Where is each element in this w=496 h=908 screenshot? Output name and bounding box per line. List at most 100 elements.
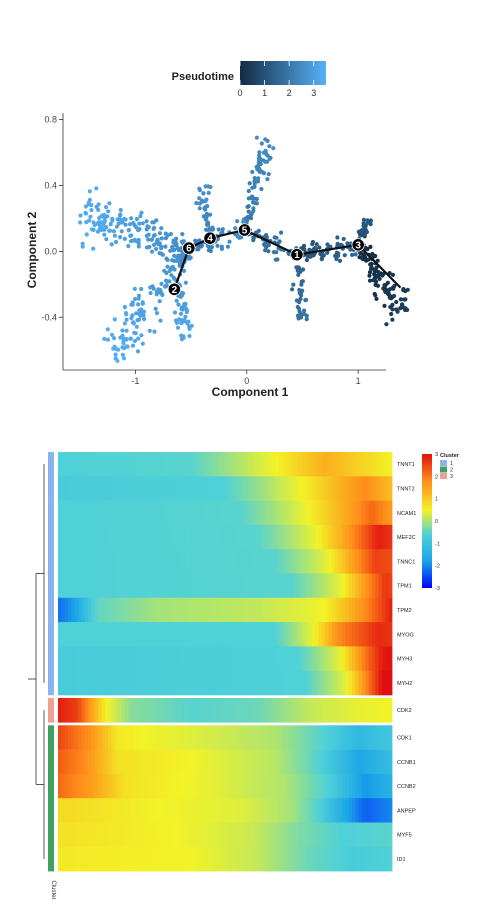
cell-point [265,159,270,164]
cell-point [381,286,386,291]
heatmap-cell [111,822,116,848]
heatmap-cell [64,452,69,477]
cell-point [126,228,131,233]
heatmap-cell [288,597,293,623]
heatmap-cell [98,500,102,526]
heatmap-cell [308,725,313,750]
heatmap-cell [188,549,192,574]
heatmap-cell [68,573,72,599]
heatmap-cell [318,670,323,696]
heatmap-cell [295,749,299,775]
heatmap-cell [325,822,329,848]
cell-point [265,177,270,182]
heatmap-cell [385,846,390,872]
heatmap-cell [168,773,172,799]
heatmap-cell [275,798,279,823]
heatmap-cell [98,622,102,647]
cluster-annotation-strip [48,452,54,872]
heatmap-cells [58,452,393,872]
heatmap-cell [305,597,309,623]
heatmap-cell [108,500,112,526]
heatmap-cell [331,822,336,848]
heatmap-cell [321,698,326,723]
heatmap-cell [88,798,92,823]
heatmap-cell [308,698,313,723]
heatmap-cell [218,597,223,623]
heatmap-cell [168,573,172,599]
heatmap-cell [111,698,116,723]
heatmap-cell [118,622,122,647]
heatmap-cell [348,597,353,623]
heatmap-cell [174,670,179,696]
heatmap-cell [231,646,236,671]
heatmap-cell [81,597,86,623]
cell-point [197,188,203,193]
heatmap-cell [365,597,370,623]
cell-point [140,300,145,305]
heatmap-cell [268,500,273,526]
heatmap-cell [134,749,139,775]
cell-point [139,307,144,312]
heatmap-cell [84,524,89,550]
heatmap-cell [388,524,393,550]
heatmap-cell [138,749,142,775]
heatmap-cell [385,725,390,750]
heatmap-cell [351,773,356,799]
heatmap-cell [198,452,203,477]
heatmap-cell [128,549,132,574]
heatmap-cell [214,500,219,526]
heatmap-cell [261,597,266,623]
cell-point [94,186,99,191]
heatmap-cell [368,549,373,574]
cell-point [112,344,117,349]
heatmap-cell [174,749,179,775]
heatmap-cell [225,452,229,477]
heatmap-cell [194,846,199,872]
heatmap-cell [181,646,186,671]
heatmap-cell [321,476,326,501]
cell-point [235,219,240,224]
cell-point [197,206,202,211]
heatmap-cell [118,698,122,723]
heatmap-cell [311,670,316,696]
heatmap-cell [61,549,66,574]
heatmap-cell [118,500,122,526]
cell-point [120,352,125,357]
heatmap-cell [184,549,189,574]
heatmap-cell [171,670,176,696]
heatmap-cell [151,846,156,872]
heatmap-cell [188,452,192,477]
heatmap-cell [171,549,176,574]
heatmap-cell [301,524,306,550]
heatmap-cell [338,725,343,750]
cell-point [333,253,338,258]
heatmap-cell [158,670,162,696]
heatmap-cell [98,773,102,799]
cell-point [255,179,261,184]
heatmap-cell [121,476,126,501]
cell-point [267,156,272,161]
cell-point [101,223,106,228]
heatmap-cell [211,476,216,501]
heatmap-cell [388,646,393,671]
heatmap-cell [345,476,349,501]
cell-point [135,349,141,354]
heatmap-cell [74,549,79,574]
heatmap-cell [178,524,182,550]
cell-point [151,233,156,238]
heatmap-cell [78,670,82,696]
heatmap-cell [271,670,276,696]
heatmap-cell [278,573,283,599]
heatmap-cell [278,476,283,501]
heatmap-cell [265,452,269,477]
heatmap-cell [278,846,283,872]
heatmap-cell [385,646,390,671]
heatmap-cell [288,773,293,799]
heatmap-cell [78,725,82,750]
heatmap-cell [81,773,86,799]
heatmap-cell [365,476,370,501]
heatmap-cell [341,822,346,848]
heatmap-cell [168,670,172,696]
heatmap-cell [351,749,356,775]
